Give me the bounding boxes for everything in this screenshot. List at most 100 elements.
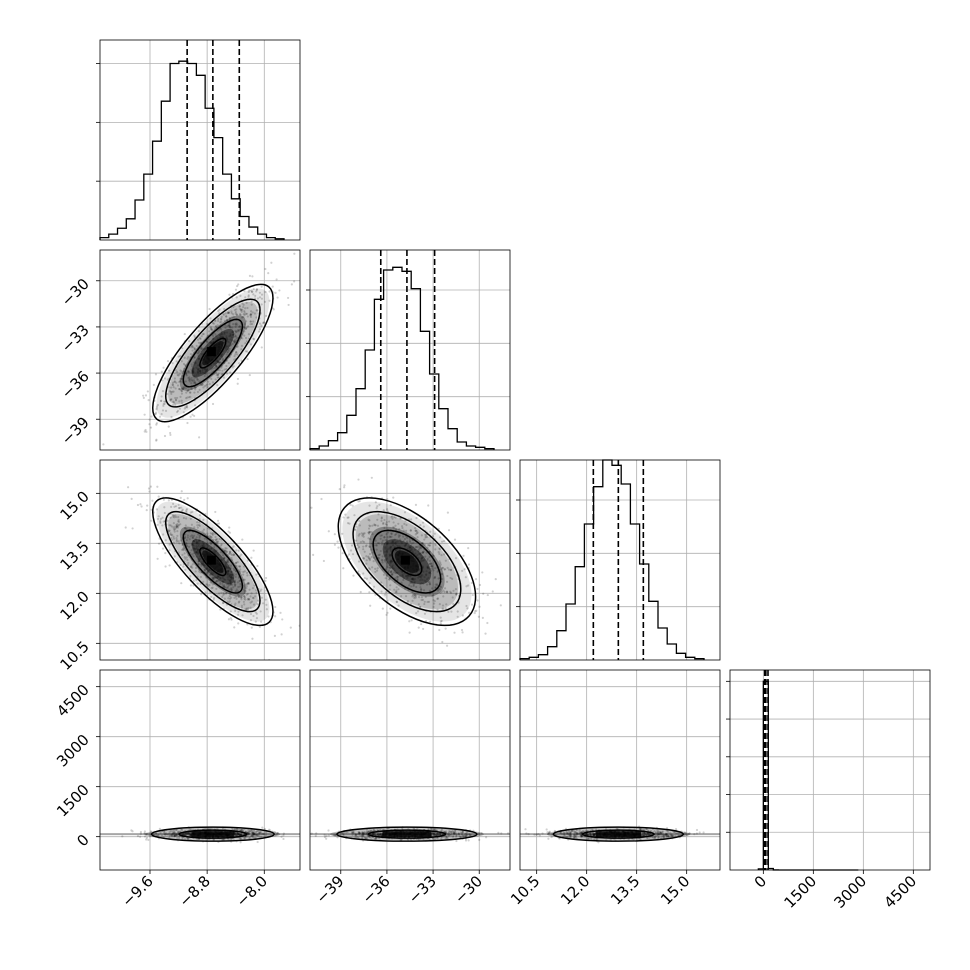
sample-point: [392, 521, 395, 524]
sample-point: [447, 834, 450, 837]
sample-point: [210, 541, 213, 544]
sample-point: [249, 619, 253, 622]
sample-point: [567, 830, 570, 833]
sample-point: [427, 600, 431, 603]
sample-point: [179, 380, 182, 383]
sample-point: [176, 520, 180, 523]
sample-point: [232, 313, 235, 316]
sample-point: [170, 468, 172, 470]
sample-point: [195, 366, 198, 369]
sample-point: [218, 333, 221, 337]
sample-point: [402, 575, 405, 578]
sample-point: [376, 541, 380, 545]
sample-point: [462, 835, 465, 838]
sample-point: [168, 524, 171, 527]
sample-point: [200, 562, 203, 565]
sample-point: [201, 544, 204, 547]
sample-point: [186, 832, 189, 835]
sample-point: [455, 839, 458, 843]
sample-point: [149, 830, 153, 833]
sample-point: [457, 832, 460, 835]
sample-point: [257, 829, 260, 833]
sample-point: [171, 381, 175, 384]
sample-point: [249, 606, 252, 609]
sample-point: [433, 832, 436, 835]
sample-point: [661, 830, 664, 833]
sample-point: [573, 834, 576, 837]
sample-point: [171, 502, 175, 505]
sample-point: [265, 603, 268, 606]
sample-point: [392, 539, 395, 543]
sample-point: [385, 574, 388, 577]
sample-point: [187, 832, 190, 835]
sample-point: [196, 364, 200, 367]
sample-point: [157, 495, 160, 498]
sample-point: [243, 596, 247, 599]
sample-point: [436, 597, 439, 600]
sample-point: [255, 316, 258, 319]
sample-point: [567, 832, 570, 835]
sample-point: [464, 832, 467, 835]
sample-point: [226, 585, 230, 589]
sample-point: [250, 290, 253, 294]
sample-point: [193, 539, 196, 543]
sample-point: [252, 338, 256, 341]
sample-point: [258, 296, 262, 299]
sample-point: [280, 633, 283, 636]
sample-point: [369, 576, 372, 579]
sample-point: [189, 831, 192, 834]
sample-point: [179, 830, 182, 833]
sample-point: [187, 833, 191, 836]
sample-point: [198, 559, 201, 562]
sample-point: [180, 387, 184, 390]
sample-point: [236, 828, 239, 832]
sample-point: [186, 370, 190, 374]
sample-point: [171, 525, 174, 528]
sample-point: [136, 503, 140, 507]
sample-point: [163, 506, 166, 509]
sample-point: [565, 831, 568, 834]
sample-point: [445, 590, 448, 593]
sample-point: [177, 516, 180, 519]
sample-point: [467, 546, 470, 550]
sample-point: [237, 549, 240, 552]
sample-point: [175, 396, 179, 400]
sample-point: [446, 574, 449, 578]
sample-point: [643, 831, 646, 834]
sample-point: [242, 570, 245, 574]
sample-point: [186, 357, 189, 360]
sample-point: [233, 828, 236, 831]
sample-point: [194, 388, 197, 391]
sample-point: [147, 398, 150, 402]
sample-point: [177, 540, 180, 543]
contour-line: [151, 497, 274, 627]
sample-point: [485, 836, 488, 839]
sample-point: [197, 551, 200, 554]
sample-point: [255, 589, 258, 592]
sample-point: [180, 390, 183, 393]
sample-point: [368, 591, 371, 594]
sample-point: [181, 832, 185, 836]
sample-point: [168, 564, 171, 567]
sample-point: [199, 337, 202, 340]
sample-point: [446, 511, 450, 514]
sample-point: [573, 836, 576, 840]
sample-point: [169, 399, 172, 402]
sample-point: [219, 357, 222, 361]
sample-point: [272, 308, 275, 311]
sample-point: [172, 527, 175, 530]
sample-point: [199, 370, 202, 373]
sample-point: [192, 546, 196, 550]
sample-point: [198, 521, 201, 524]
sample-point: [423, 538, 426, 541]
sample-point: [127, 486, 130, 489]
sample-point: [182, 547, 185, 550]
sample-point: [197, 329, 200, 333]
sample-point: [170, 829, 173, 833]
sample-point: [229, 583, 232, 586]
sample-point: [180, 370, 183, 373]
sample-point: [341, 552, 344, 555]
sample-point: [235, 351, 238, 354]
sample-point: [363, 550, 366, 553]
sample-point: [260, 832, 263, 835]
